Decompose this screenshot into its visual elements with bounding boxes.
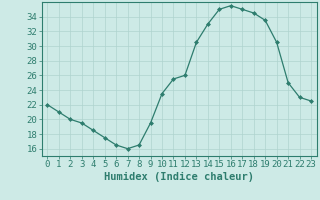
X-axis label: Humidex (Indice chaleur): Humidex (Indice chaleur) — [104, 172, 254, 182]
